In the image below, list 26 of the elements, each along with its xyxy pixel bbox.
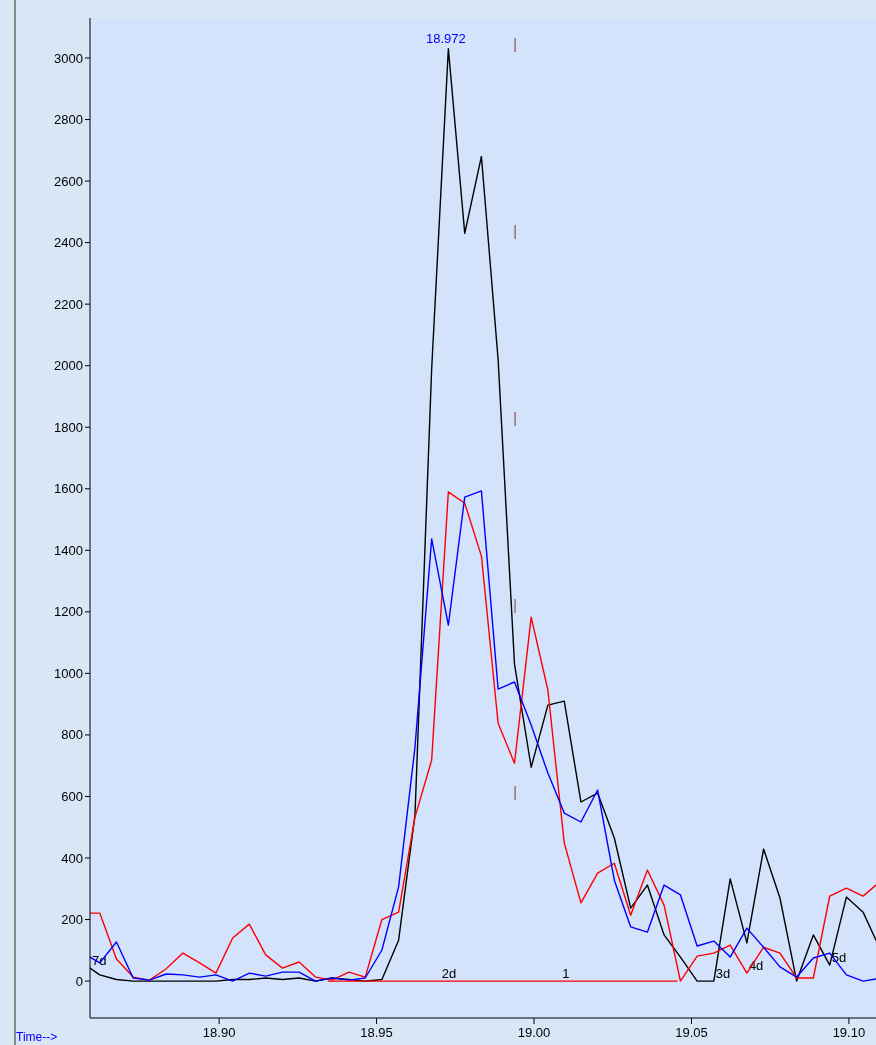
y-tick-label: 2200	[54, 296, 83, 312]
x-tick-label: 19.10	[832, 1025, 866, 1040]
y-tick-label: 1800	[54, 419, 83, 435]
y-tick-label: 400	[61, 850, 83, 866]
y-tick-label: 1600	[54, 481, 83, 497]
x-tick-label: 19.00	[517, 1025, 551, 1040]
annotation: 3d	[715, 966, 731, 982]
y-tick-label: 2000	[54, 358, 83, 374]
y-tick-label: 2400	[54, 235, 83, 251]
x-tick-label: 18.90	[202, 1025, 236, 1040]
x-axis-title: Time-->	[16, 1030, 58, 1044]
annotation: 1	[562, 966, 570, 982]
annotation: 18.972	[425, 30, 466, 46]
y-tick-label: 3000	[54, 50, 83, 66]
y-tick-label: 600	[61, 789, 83, 805]
y-tick-label: 200	[61, 912, 83, 928]
x-tick-label: 18.95	[360, 1025, 393, 1040]
y-tick-label: 2800	[54, 112, 83, 128]
annotation: 2d	[441, 966, 457, 982]
y-tick-label: 2600	[54, 173, 83, 189]
x-tick-label: 19.05	[675, 1025, 708, 1040]
y-tick-label: 1200	[54, 604, 83, 620]
y-tick-label: 0	[75, 973, 83, 989]
y-tick-label: 1400	[54, 542, 83, 558]
y-tick-label: 1000	[54, 665, 83, 681]
y-tick-label: 800	[61, 727, 83, 743]
